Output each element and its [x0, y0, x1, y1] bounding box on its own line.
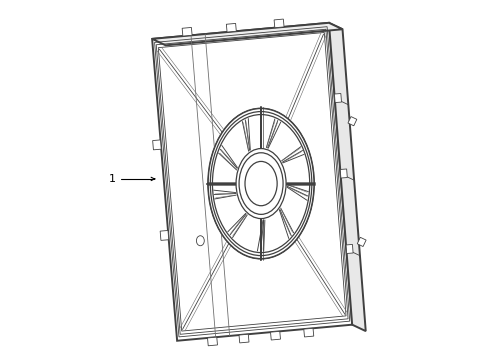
Polygon shape — [239, 334, 249, 343]
Polygon shape — [160, 230, 169, 240]
Polygon shape — [207, 337, 218, 346]
Polygon shape — [346, 244, 353, 253]
Polygon shape — [274, 19, 284, 28]
Polygon shape — [153, 140, 161, 150]
Polygon shape — [329, 23, 366, 331]
Polygon shape — [348, 117, 357, 126]
Ellipse shape — [245, 161, 277, 206]
Ellipse shape — [208, 109, 314, 258]
Polygon shape — [152, 23, 343, 45]
Polygon shape — [226, 23, 236, 32]
Ellipse shape — [236, 149, 286, 219]
Polygon shape — [334, 94, 342, 103]
Text: 1: 1 — [109, 174, 116, 184]
Ellipse shape — [239, 153, 283, 214]
Polygon shape — [182, 27, 192, 36]
Polygon shape — [357, 237, 366, 247]
Polygon shape — [152, 23, 352, 341]
Polygon shape — [270, 331, 280, 340]
Ellipse shape — [213, 114, 310, 253]
Ellipse shape — [196, 236, 204, 246]
Ellipse shape — [208, 109, 314, 258]
Ellipse shape — [210, 112, 312, 256]
Polygon shape — [304, 328, 314, 337]
Polygon shape — [340, 169, 347, 178]
